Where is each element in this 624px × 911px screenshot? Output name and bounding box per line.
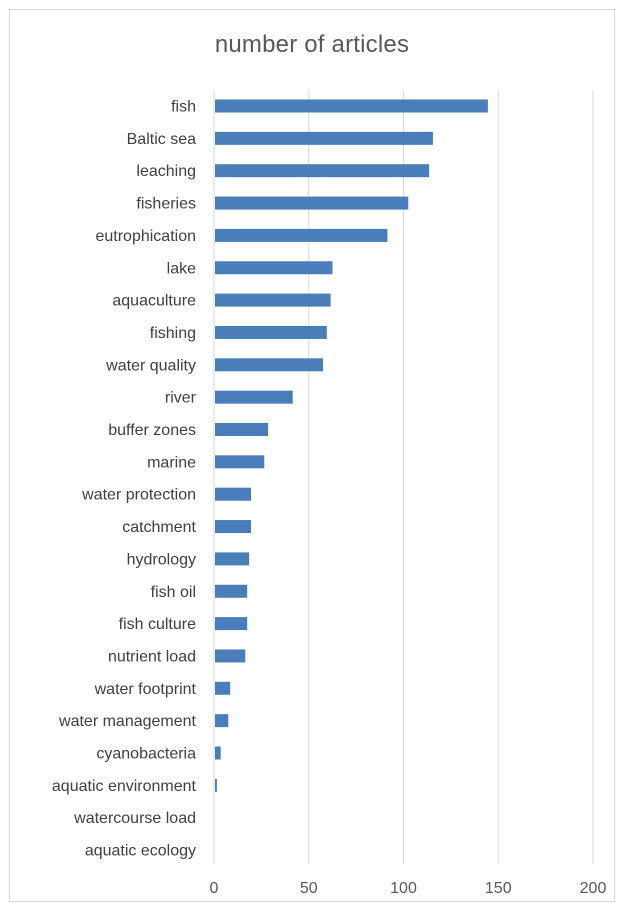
bar <box>215 584 248 598</box>
category-label: fish culture <box>119 616 196 633</box>
category-label: water footprint <box>94 681 197 698</box>
bar <box>215 325 327 339</box>
category-label: river <box>165 390 197 407</box>
bar <box>215 714 229 728</box>
bar <box>215 617 248 631</box>
category-label: hydrology <box>127 551 196 568</box>
category-label: fish oil <box>151 584 196 601</box>
category-label: water quality <box>105 357 196 374</box>
category-label: fishing <box>150 325 196 342</box>
chart-frame <box>9 9 615 902</box>
x-tick-label: 200 <box>580 880 607 897</box>
category-label: lake <box>167 260 196 277</box>
bar <box>215 228 388 242</box>
bar <box>215 390 293 404</box>
category-label: nutrient load <box>108 648 196 665</box>
category-label: eutrophication <box>95 228 196 245</box>
category-label: cyanobacteria <box>96 746 196 763</box>
bar <box>215 196 409 210</box>
bar <box>215 164 430 178</box>
bar <box>215 99 488 113</box>
bar <box>215 552 250 566</box>
bar <box>215 293 331 307</box>
chart-title: number of articles <box>214 31 410 58</box>
category-label: aquaculture <box>112 293 196 310</box>
bar <box>215 681 231 695</box>
category-label: water protection <box>81 487 196 504</box>
category-label: marine <box>147 454 196 471</box>
category-label: catchment <box>122 519 196 536</box>
bar <box>215 358 324 372</box>
x-tick-label: 0 <box>210 880 219 897</box>
category-label: fisheries <box>136 196 196 213</box>
category-label: aquatic ecology <box>85 843 196 860</box>
category-label: Baltic sea <box>127 131 196 148</box>
x-tick-label: 150 <box>485 880 512 897</box>
category-label: fish <box>171 99 196 116</box>
x-tick-label: 50 <box>300 880 318 897</box>
category-label: aquatic environment <box>52 778 197 795</box>
category-label: water management <box>58 713 197 730</box>
category-label: buffer zones <box>108 422 196 439</box>
bar <box>215 131 433 145</box>
bar <box>215 487 252 501</box>
bar <box>215 423 269 436</box>
bar <box>215 261 333 275</box>
bar <box>215 746 221 760</box>
bar <box>215 455 265 469</box>
bar <box>215 649 246 663</box>
bar <box>215 520 252 534</box>
category-label: leaching <box>136 163 196 180</box>
bar <box>215 778 217 792</box>
category-label: watercourse load <box>73 810 196 827</box>
x-tick-label: 100 <box>390 880 417 897</box>
